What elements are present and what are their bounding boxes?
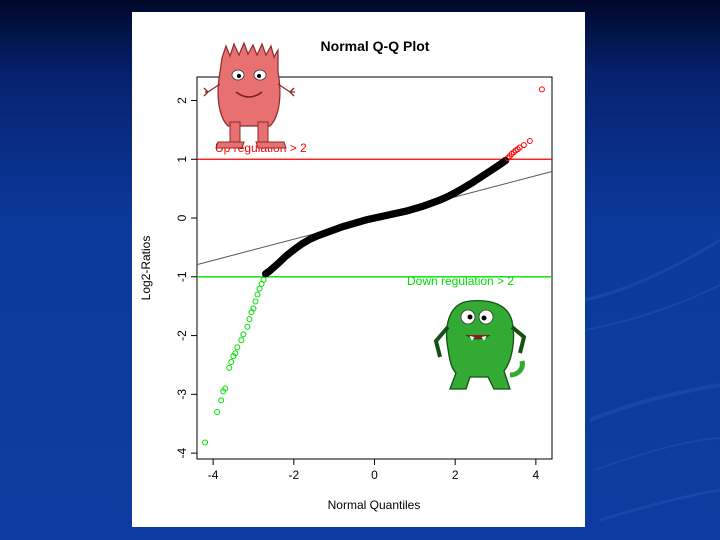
x-tick-label: -2 — [288, 468, 299, 482]
data-point — [234, 344, 241, 351]
chart-title: Normal Q-Q Plot — [321, 38, 430, 54]
y-tick-label: 2 — [175, 97, 189, 104]
data-point — [526, 138, 533, 145]
green-monster-icon — [433, 299, 527, 390]
data-point — [252, 298, 259, 305]
data-point — [238, 337, 245, 344]
plot-frame — [196, 76, 553, 460]
y-axis-label: Log2-Ratios — [139, 236, 153, 301]
data-point — [246, 316, 253, 323]
data-point — [244, 323, 251, 330]
data-point — [218, 397, 225, 404]
data-point — [520, 142, 527, 149]
x-tick-label: 4 — [533, 468, 540, 482]
data-point — [226, 364, 233, 371]
data-point — [254, 291, 261, 298]
y-tick-label: 1 — [175, 156, 189, 163]
y-tick-label: -3 — [175, 389, 189, 400]
y-tick-label: -2 — [175, 330, 189, 341]
y-tick-label: -4 — [175, 447, 189, 458]
pink-monster-icon — [203, 41, 295, 149]
data-point — [220, 388, 227, 395]
x-tick-label: 2 — [452, 468, 459, 482]
data-point — [202, 439, 209, 446]
x-axis-label: Normal Quantiles — [328, 498, 421, 512]
x-tick-label: 0 — [371, 468, 378, 482]
data-point — [256, 285, 263, 292]
y-tick-label: -1 — [175, 271, 189, 282]
data-point — [228, 359, 235, 366]
data-point — [248, 309, 255, 316]
data-point — [240, 331, 247, 338]
data-point — [538, 86, 545, 93]
x-tick-label: -4 — [208, 468, 219, 482]
data-point — [230, 353, 237, 360]
y-tick-label: 0 — [175, 214, 189, 221]
threshold-label-down: Down regulation > 2 — [407, 274, 514, 288]
data-point — [214, 408, 221, 415]
